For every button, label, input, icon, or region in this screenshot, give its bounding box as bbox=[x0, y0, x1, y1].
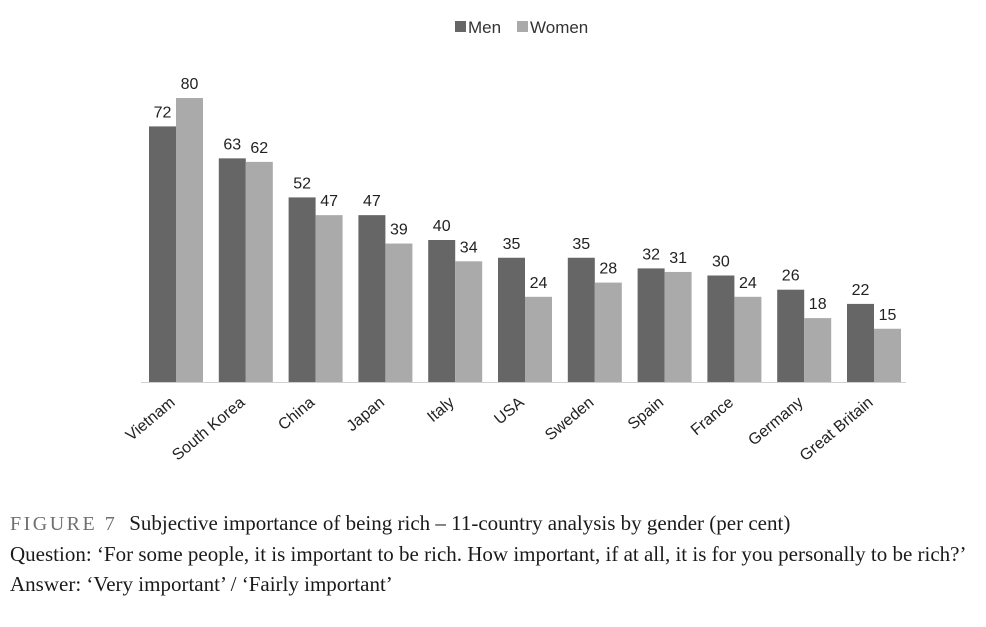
value-label-south-korea-women: 62 bbox=[250, 140, 268, 157]
legend-label-women: Women bbox=[530, 18, 588, 37]
bar-usa-men bbox=[498, 257, 525, 382]
value-label-japan-men: 47 bbox=[363, 193, 381, 210]
bar-germany-women bbox=[804, 318, 832, 382]
legend-swatch-men bbox=[455, 21, 466, 32]
value-label-great-britain-men: 22 bbox=[852, 282, 870, 299]
category-label-china: China bbox=[275, 394, 318, 434]
figure-label: FIGURE 7 bbox=[10, 513, 118, 535]
value-label-italy-men: 40 bbox=[433, 218, 451, 235]
bar-south-korea-men bbox=[218, 158, 246, 382]
figure-caption: FIGURE 7 Subjective importance of being r… bbox=[10, 508, 980, 599]
bar-spain-women bbox=[664, 271, 692, 382]
value-label-france-women: 24 bbox=[739, 275, 757, 292]
bar-south-korea-women bbox=[245, 161, 273, 382]
bar-usa-women bbox=[525, 296, 552, 382]
bar-sweden-women bbox=[594, 282, 622, 382]
value-label-vietnam-men: 72 bbox=[154, 104, 172, 121]
category-label-usa: USA bbox=[491, 394, 527, 428]
category-label-sweden: Sweden bbox=[542, 394, 597, 444]
bar-italy-women bbox=[455, 261, 483, 382]
value-label-japan-women: 39 bbox=[390, 222, 408, 239]
legend-label-men: Men bbox=[468, 18, 501, 37]
bar-vietnam-men bbox=[149, 126, 176, 383]
category-label-italy: Italy bbox=[424, 394, 457, 426]
bar-france-men bbox=[707, 275, 735, 382]
category-label-france: France bbox=[688, 394, 737, 439]
category-label-vietnam: Vietnam bbox=[123, 394, 179, 445]
figure-question: Question: ‘For some people, it is import… bbox=[10, 542, 967, 566]
bar-great-britain-men bbox=[847, 303, 874, 382]
bar-italy-men bbox=[428, 240, 456, 382]
bar-sweden-men bbox=[567, 257, 595, 382]
figure-title: Subjective importance of being rich – 11… bbox=[129, 511, 791, 535]
bar-china-men bbox=[288, 197, 316, 382]
bar-vietnam-women bbox=[176, 98, 203, 382]
value-label-germany-women: 18 bbox=[809, 296, 827, 313]
value-label-usa-women: 24 bbox=[530, 275, 548, 292]
value-label-france-men: 30 bbox=[712, 254, 730, 271]
bar-germany-men bbox=[777, 289, 805, 382]
figure-answer: Answer: ‘Very important’ / ‘Fairly impor… bbox=[10, 572, 393, 596]
caption-title-line: FIGURE 7 Subjective importance of being r… bbox=[10, 508, 980, 539]
category-label-japan: Japan bbox=[344, 394, 388, 435]
bar-china-women bbox=[315, 215, 343, 382]
value-label-sweden-women: 28 bbox=[599, 261, 617, 278]
value-label-spain-women: 31 bbox=[669, 250, 687, 267]
bar-great-britain-women bbox=[874, 328, 901, 382]
value-label-italy-women: 34 bbox=[460, 239, 478, 256]
value-label-germany-men: 26 bbox=[782, 268, 800, 285]
category-label-south-korea: South Korea bbox=[169, 394, 248, 464]
bar-japan-men bbox=[358, 215, 386, 382]
value-label-usa-men: 35 bbox=[503, 236, 521, 253]
bar-spain-men bbox=[637, 268, 665, 382]
value-label-spain-men: 32 bbox=[642, 246, 660, 263]
bar-france-women bbox=[734, 296, 762, 382]
value-label-great-britain-women: 15 bbox=[879, 307, 897, 324]
category-label-germany: Germany bbox=[745, 394, 806, 449]
value-label-china-men: 52 bbox=[293, 175, 311, 192]
bar-japan-women bbox=[385, 243, 413, 382]
value-label-china-women: 47 bbox=[320, 193, 338, 210]
category-label-great-britain: Great Britain bbox=[797, 394, 877, 465]
bar-chart: Men Women 72 80 Vietnam 63 62 South Korea 52 47 Ch… bbox=[123, 18, 906, 465]
category-label-spain: Spain bbox=[625, 394, 667, 433]
legend-swatch-women bbox=[517, 21, 528, 32]
value-label-vietnam-women: 80 bbox=[181, 76, 199, 93]
value-label-south-korea-men: 63 bbox=[223, 136, 241, 153]
value-label-sweden-men: 35 bbox=[572, 236, 590, 253]
